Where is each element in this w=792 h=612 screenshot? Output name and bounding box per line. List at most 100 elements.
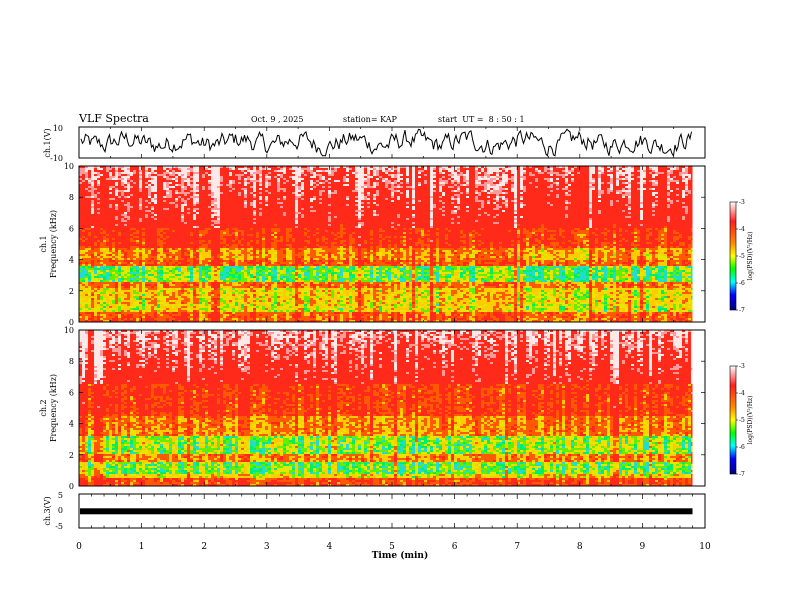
spectrogram-cell xyxy=(577,194,580,196)
spectrogram-cell xyxy=(544,200,547,202)
spectrogram-cell xyxy=(172,180,175,182)
spectrogram-cell xyxy=(511,184,514,186)
spectrogram-cell xyxy=(583,184,586,186)
spectrogram-cell xyxy=(166,202,169,204)
spectrogram-cell xyxy=(457,202,460,204)
spectrogram-cell xyxy=(580,198,583,200)
spectrogram-cell xyxy=(208,190,211,192)
spectrogram-cell xyxy=(391,210,394,212)
spectrogram-cell xyxy=(307,200,310,202)
spectrogram-cell xyxy=(451,200,454,202)
spectrogram-cell xyxy=(265,194,268,196)
spectrogram-cell xyxy=(397,168,400,170)
spectrogram-cell xyxy=(79,200,82,202)
spectrogram-cell xyxy=(172,166,175,168)
spectrogram-cell xyxy=(217,208,220,210)
spectrogram-cell xyxy=(157,210,160,212)
spectrogram-cell xyxy=(550,202,553,204)
spectrogram-cell xyxy=(160,170,163,172)
spectrogram-cell xyxy=(331,202,334,204)
spectrogram-cell xyxy=(88,178,91,180)
spectrogram-cell xyxy=(586,178,589,180)
spectrogram-cell xyxy=(631,202,634,204)
spectrogram-cell xyxy=(511,180,514,182)
spectrogram-cell xyxy=(556,212,559,214)
spectrogram-cell xyxy=(502,182,505,184)
spectrogram-cell xyxy=(385,208,388,210)
spectrogram-cell xyxy=(442,168,445,170)
spectrogram-cell xyxy=(238,182,241,184)
spectrogram-cell xyxy=(337,198,340,200)
spectrogram-cell xyxy=(94,200,97,202)
spectrogram-cell xyxy=(277,186,280,188)
spectrogram-cell xyxy=(577,192,580,194)
spectrogram-cell xyxy=(112,168,115,170)
spectrogram-cell xyxy=(532,210,535,212)
spectrogram-cell xyxy=(655,168,658,170)
spectrogram-cell xyxy=(550,210,553,212)
spectrogram-cell xyxy=(571,202,574,204)
spectrogram-cell xyxy=(127,170,130,172)
spectrogram-cell xyxy=(379,212,382,214)
spectrogram-cell xyxy=(169,196,172,198)
spectrogram-cell xyxy=(199,166,202,168)
spectrogram-cell xyxy=(235,198,238,200)
spectrogram-cell xyxy=(607,178,610,180)
spectrogram-cell xyxy=(139,178,142,180)
spectrogram-cell xyxy=(112,198,115,200)
spectrogram-cell xyxy=(688,192,691,194)
spectrogram-cell xyxy=(448,172,451,174)
spectrogram-cell xyxy=(466,192,469,194)
spectrogram-cell xyxy=(538,172,541,174)
spectrogram-cell xyxy=(319,166,322,168)
spectrogram-cell xyxy=(286,180,289,182)
spectrogram-cell xyxy=(466,188,469,190)
spectrogram-cell xyxy=(262,180,265,182)
spectrogram-cell xyxy=(145,198,148,200)
spectrogram-cell xyxy=(292,206,295,208)
spectrogram-cell xyxy=(340,194,343,196)
spectrogram-cell xyxy=(664,194,667,196)
spectrogram-cell xyxy=(400,172,403,174)
spectrogram-cell xyxy=(226,212,229,214)
spectrogram-cell xyxy=(214,192,217,194)
spectrogram-cell xyxy=(331,176,334,178)
spectrogram-cell xyxy=(241,188,244,190)
spectrogram-cell xyxy=(133,210,136,212)
spectrogram-cell xyxy=(181,182,184,184)
spectrogram-cell xyxy=(154,196,157,198)
spectrogram-cell xyxy=(424,208,427,210)
spectrogram-cell xyxy=(640,188,643,190)
spectrogram-cell xyxy=(106,194,109,196)
spectrogram-cell xyxy=(232,210,235,212)
spectrogram-cell xyxy=(478,210,481,212)
spectrogram-cell xyxy=(451,186,454,188)
spectrogram-cell xyxy=(91,190,94,192)
spectrogram-cell xyxy=(280,196,283,198)
spectrogram-cell xyxy=(430,204,433,206)
spectrogram-cell xyxy=(208,206,211,208)
spectrogram-cell xyxy=(592,178,595,180)
spectrogram-cell xyxy=(649,166,652,168)
spectrogram-cell xyxy=(394,194,397,196)
spectrogram-cell xyxy=(187,204,190,206)
spectrogram-cell xyxy=(151,184,154,186)
spectrogram-cell xyxy=(616,182,619,184)
spectrogram-cell xyxy=(568,196,571,198)
spectrogram-cell xyxy=(361,208,364,210)
spectrogram-cell xyxy=(283,172,286,174)
spectrogram-cell xyxy=(535,180,538,182)
spectrogram-cell xyxy=(103,206,106,208)
spectrogram-cell xyxy=(463,166,466,168)
spectrogram-cell xyxy=(655,186,658,188)
spectrogram-cell xyxy=(487,198,490,200)
spectrogram-cell xyxy=(106,168,109,170)
spectrogram-cell xyxy=(448,196,451,198)
spectrogram-cell xyxy=(550,178,553,180)
spectrogram-cell xyxy=(358,198,361,200)
spectrogram-cell xyxy=(484,180,487,182)
spectrogram-cell xyxy=(124,172,127,174)
spectrogram-cell xyxy=(301,176,304,178)
spectrogram-cell xyxy=(433,200,436,202)
spectrogram-cell xyxy=(640,172,643,174)
